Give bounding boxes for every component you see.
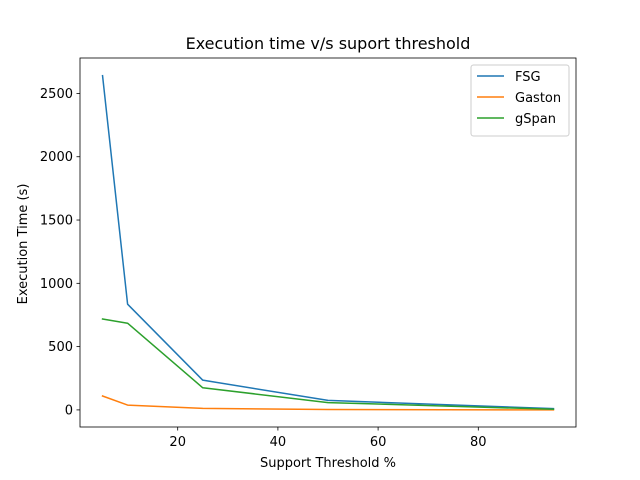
plot-area: 20 40 60 80 0 500 1000 1500 2000 2500 xyxy=(40,57,577,450)
series-line-fsg xyxy=(101,74,555,410)
axes-frame xyxy=(79,57,577,428)
legend-label-gaston: Gaston xyxy=(515,91,561,106)
y-tick-label: 0 xyxy=(65,403,73,418)
legend-label-gspan: gSpan xyxy=(515,112,556,127)
y-tick-label: 500 xyxy=(48,340,73,355)
x-tick-label: 40 xyxy=(270,435,287,450)
legend: FSG Gaston gSpan xyxy=(470,64,570,137)
x-tick-label: 20 xyxy=(169,435,186,450)
y-tick-label: 1500 xyxy=(40,214,73,229)
series-line-gaston xyxy=(101,395,555,411)
y-tick-label: 1000 xyxy=(40,277,73,292)
chart-title: Execution time v/s suport threshold xyxy=(186,34,471,53)
y-axis-label: Execution Time (s) xyxy=(16,184,31,305)
y-tick-label: 2500 xyxy=(40,87,73,102)
x-tick-label: 80 xyxy=(470,435,487,450)
series-line-gspan xyxy=(101,318,555,411)
x-axis-label: Support Threshold % xyxy=(260,456,396,471)
x-tick-label: 60 xyxy=(370,435,387,450)
legend-label-fsg: FSG xyxy=(515,70,541,85)
y-tick-label: 2000 xyxy=(40,150,73,165)
